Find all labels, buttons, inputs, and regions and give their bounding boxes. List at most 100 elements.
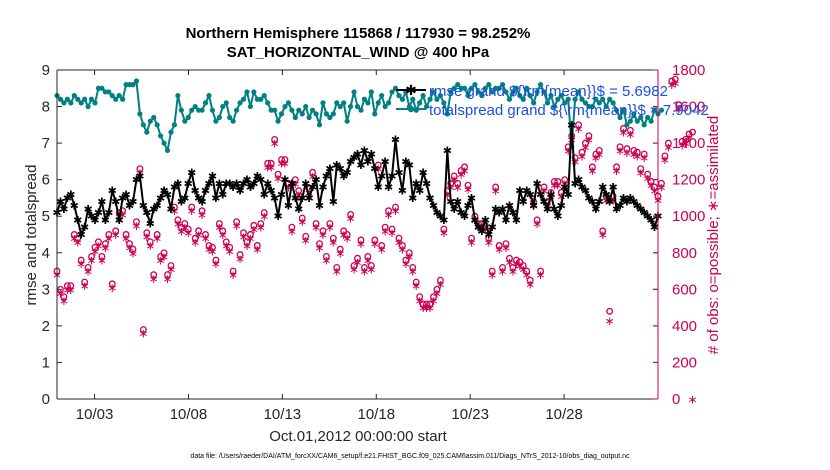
rmse-point: ✱ xyxy=(460,210,469,223)
rmse-point: ✱ xyxy=(242,174,251,187)
y-tick-label: 5 xyxy=(42,208,50,225)
y-tick-label: 4 xyxy=(42,245,50,262)
obs-assimilated-point: ∗ xyxy=(487,268,497,282)
obs-assimilated-point: ∗ xyxy=(176,224,186,238)
spread-point xyxy=(88,96,95,102)
obs-possible-point xyxy=(464,181,472,189)
rmse-point: ✱ xyxy=(467,192,476,205)
rmse-point: ✱ xyxy=(253,170,262,183)
obs-possible-point xyxy=(91,243,99,251)
obs-possible-point xyxy=(98,252,106,260)
spread-point xyxy=(106,89,112,95)
rmse-point: ✱ xyxy=(515,185,524,198)
spread-point xyxy=(572,96,578,102)
obs-assimilated-point: ∗ xyxy=(384,208,394,222)
obs-possible-point xyxy=(105,231,113,238)
obs-possible-point xyxy=(550,178,558,185)
obs-possible-point xyxy=(77,256,85,264)
rmse-point: ✱ xyxy=(381,155,390,168)
y-right-tick-label: 1800 xyxy=(672,62,705,79)
spread-point xyxy=(610,100,616,106)
obs-assimilated-point: ∗ xyxy=(574,122,584,136)
rmse-point: ✱ xyxy=(401,155,410,168)
obs-possible-point xyxy=(488,267,496,275)
rmse-point: ✱ xyxy=(450,203,459,216)
obs-assimilated-point: ∗ xyxy=(249,223,259,237)
obs-possible-point xyxy=(322,252,330,260)
obs-possible-point xyxy=(354,254,361,262)
obs-assimilated-point: ∗ xyxy=(325,221,335,235)
spread-point xyxy=(278,111,285,117)
obs-possible-point xyxy=(402,256,410,264)
obs-possible-point xyxy=(640,150,648,158)
rmse-point: ✱ xyxy=(284,199,293,212)
obs-possible-point xyxy=(188,203,196,211)
obs-assimilated-point: ∗ xyxy=(556,190,566,204)
obs-assimilated-point: ∗ xyxy=(211,257,221,271)
obs-possible-point xyxy=(523,267,531,275)
spread-point xyxy=(506,96,513,102)
obs-assimilated-point: ∗ xyxy=(688,393,698,407)
spread-point xyxy=(544,100,551,106)
rmse-point: ✱ xyxy=(377,170,386,183)
obs-possible-point xyxy=(436,276,444,284)
rmse-point: ✱ xyxy=(322,170,331,183)
rmse-point: ✱ xyxy=(115,214,124,227)
obs-possible-point xyxy=(240,229,247,237)
rmse-point: ✱ xyxy=(239,177,248,190)
obs-assimilated-point: ∗ xyxy=(656,180,666,194)
rmse-point: ✱ xyxy=(211,192,220,205)
spread-point xyxy=(85,103,91,110)
rmse-point: ✱ xyxy=(184,177,193,190)
obs-possible-point xyxy=(333,263,341,271)
rmse-point: ✱ xyxy=(125,199,134,212)
obs-possible-point xyxy=(260,209,268,217)
obs-assimilated-point: ∗ xyxy=(294,188,304,202)
obs-assimilated-point: ∗ xyxy=(674,102,684,116)
obs-assimilated-point: ∗ xyxy=(190,235,200,249)
spread-point xyxy=(582,100,589,106)
obs-assimilated-point: ∗ xyxy=(335,246,345,260)
obs-possible-point xyxy=(512,256,520,264)
rmse-point: ✱ xyxy=(539,196,548,209)
spread-point xyxy=(627,118,633,124)
spread-point xyxy=(78,100,84,106)
obs-assimilated-point: ∗ xyxy=(422,301,432,315)
spread-point xyxy=(358,107,364,113)
rmse-point: ✱ xyxy=(422,177,431,190)
obs-assimilated-point: ∗ xyxy=(501,241,511,255)
obs-assimilated-point: ∗ xyxy=(156,254,166,268)
spread-point xyxy=(423,103,430,110)
obs-assimilated-point: ∗ xyxy=(463,182,473,196)
spread-point xyxy=(71,92,77,99)
rmse-point: ✱ xyxy=(308,181,317,194)
obs-possible-point xyxy=(364,252,372,260)
rmse-point: ✱ xyxy=(118,192,127,205)
x-tick-label: 10/13 xyxy=(264,406,302,423)
obs-assimilated-point: ∗ xyxy=(118,208,128,222)
obs-possible-point xyxy=(502,240,510,248)
obs-assimilated-point: ∗ xyxy=(283,180,293,194)
spread-point xyxy=(617,114,623,121)
spread-point xyxy=(503,89,509,95)
obs-assimilated-point: ∗ xyxy=(605,314,615,328)
spread-point xyxy=(596,100,602,106)
obs-possible-point xyxy=(623,145,631,153)
obs-assimilated-point: ∗ xyxy=(280,157,290,171)
rmse-point: ✱ xyxy=(287,177,296,190)
rmse-point: ✱ xyxy=(491,203,500,216)
rmse-point: ✱ xyxy=(588,196,597,209)
y-right-tick-label: 200 xyxy=(672,354,697,371)
obs-possible-point xyxy=(329,234,337,242)
obs-possible-point xyxy=(416,293,424,301)
obs-possible-point xyxy=(658,179,665,187)
obs-possible-point xyxy=(243,238,251,246)
obs-possible-point xyxy=(350,262,358,270)
obs-possible-point xyxy=(153,231,161,238)
rmse-point: ✱ xyxy=(263,177,272,190)
rmse-point: ✱ xyxy=(419,166,428,179)
rmse-point: ✱ xyxy=(512,214,521,227)
rmse-point: ✱ xyxy=(591,203,600,216)
spread-point xyxy=(410,96,416,102)
obs-assimilated-point: ∗ xyxy=(577,149,587,163)
